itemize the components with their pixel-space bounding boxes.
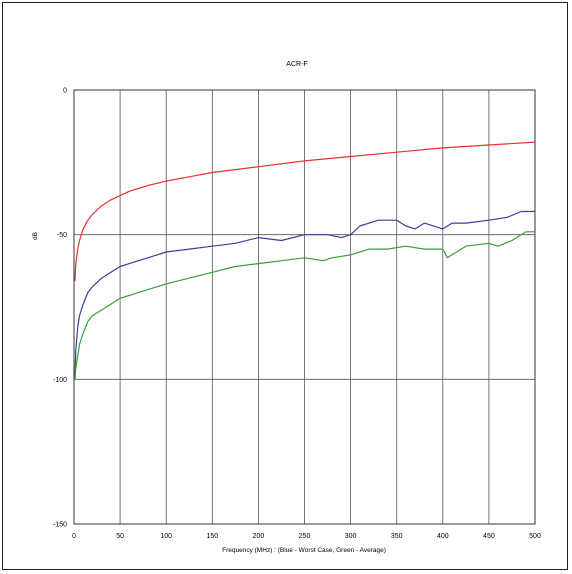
x-axis-label: Frequency (MHz) : (Blue - Worst Case, Gr…: [222, 547, 386, 554]
y-tick-label: -150: [53, 522, 67, 529]
series-line-3: [74, 231, 535, 380]
y-tick-label: -100: [53, 377, 67, 384]
series-line-1: [74, 141, 536, 282]
series-line-2: [74, 210, 535, 380]
y-axis-label: dB: [32, 232, 39, 240]
y-tick-label: 0: [63, 88, 67, 95]
x-tick-label: 0: [72, 533, 76, 540]
y-tick-label: -50: [57, 232, 67, 239]
x-tick-label: 500: [529, 533, 541, 540]
chart-title: ACR-F: [286, 61, 307, 68]
x-tick-label: 250: [299, 533, 311, 540]
series-layer: [74, 141, 536, 380]
x-tick-label: 400: [437, 533, 449, 540]
ticks: 0 50 100 150 200 250 300 350 400 450 500 0 -50 -100 -1…: [53, 88, 541, 541]
x-tick-label: 350: [391, 533, 403, 540]
x-tick-label: 50: [116, 533, 124, 540]
chart-frame: [2, 2, 568, 570]
x-tick-label: 150: [206, 533, 218, 540]
x-tick-label: 450: [483, 533, 495, 540]
x-tick-label: 300: [345, 533, 357, 540]
axes: [73, 89, 536, 525]
x-tick-label: 100: [160, 533, 172, 540]
x-tick-label: 200: [253, 533, 265, 540]
grid: [74, 90, 535, 524]
plot-border: [73, 89, 536, 525]
